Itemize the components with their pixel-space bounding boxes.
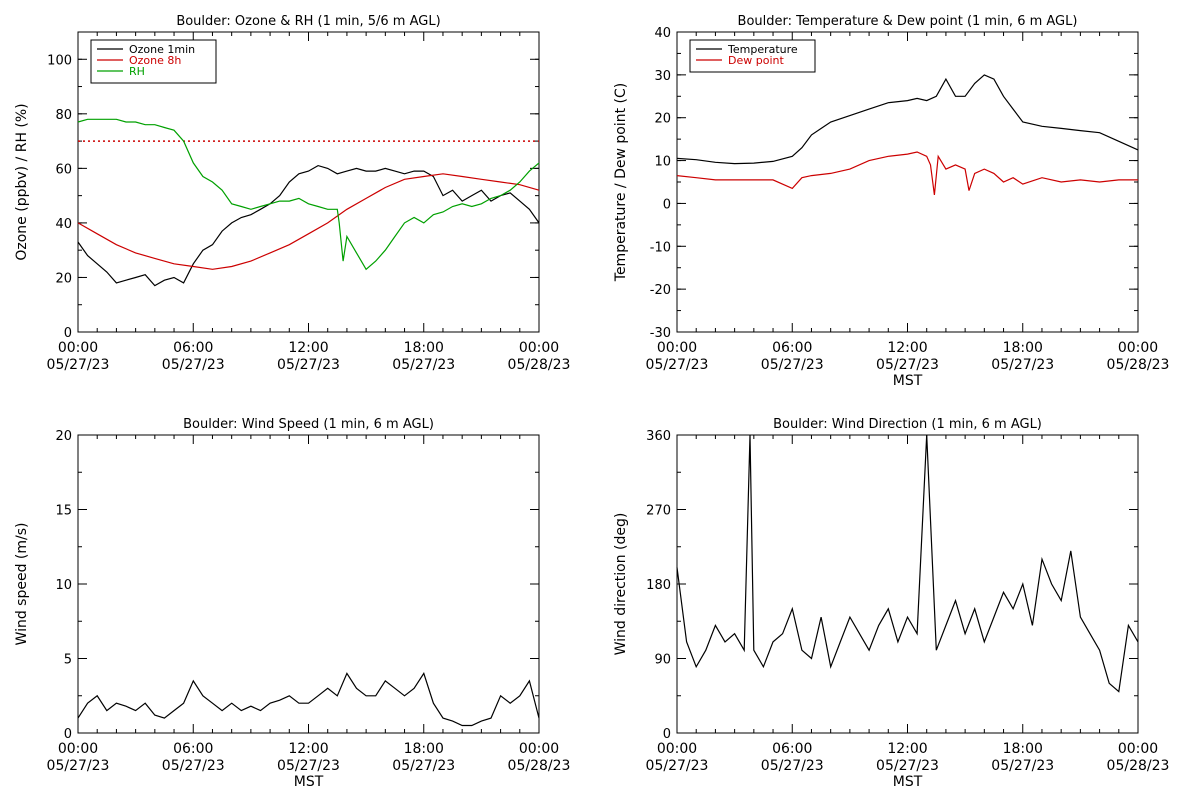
chart-title: Boulder: Ozone & RH (1 min, 5/6 m AGL) [176, 14, 440, 29]
x-tick-label-date: 05/28/23 [508, 357, 571, 373]
x-tick-label-date: 05/28/23 [1107, 758, 1170, 774]
x-tick-label-time: 00:00 [58, 741, 98, 757]
x-tick-label-date: 05/28/23 [508, 758, 571, 774]
y-tick-label: 180 [646, 578, 671, 593]
x-tick-label-date: 05/27/23 [392, 758, 455, 774]
y-tick-label: 0 [663, 727, 671, 742]
x-tick-label-date: 05/27/23 [162, 758, 225, 774]
x-tick-label-time: 00:00 [1118, 340, 1158, 356]
series-line-1 [77, 164, 540, 287]
y-tick-label: 60 [55, 162, 72, 177]
chart-panel-4: Boulder: Wind Direction (1 min, 6 m AGL)… [613, 417, 1169, 790]
plot-frame [77, 434, 540, 734]
x-tick-label-time: 18:00 [404, 741, 444, 757]
x-tick-label-time: 06:00 [772, 741, 812, 757]
y-tick-label: 5 [64, 653, 72, 668]
y-tick-label: 80 [55, 108, 72, 123]
x-tick-label-time: 00:00 [1118, 741, 1158, 757]
x-tick-label-time: 06:00 [772, 340, 812, 356]
y-tick-label: 360 [646, 429, 671, 444]
x-tick-label-time: 00:00 [657, 741, 697, 757]
series-line-1 [676, 74, 1139, 165]
x-tick-label-time: 00:00 [519, 340, 559, 356]
chart-panel-3: Boulder: Wind Speed (1 min, 6 m AGL) 0 5 10… [14, 417, 570, 790]
x-tick-label-time: 12:00 [288, 340, 328, 356]
x-tick-label-date: 05/27/23 [761, 357, 824, 373]
y-tick-label: 0 [64, 326, 72, 341]
y-tick-label: 90 [654, 653, 671, 668]
y-tick-label: -30 [650, 326, 671, 341]
y-tick-label: 40 [55, 217, 72, 232]
y-tick-label: -10 [650, 240, 671, 255]
y-tick-label: 20 [55, 271, 72, 286]
y-axis-label: Ozone (ppbv) / RH (%) [14, 103, 30, 260]
x-tick-label-date: 05/27/23 [392, 357, 455, 373]
x-tick-label-time: 00:00 [519, 741, 559, 757]
x-tick-label-time: 00:00 [58, 340, 98, 356]
x-tick-label-date: 05/27/23 [876, 758, 939, 774]
chart-title: Boulder: Temperature & Dew point (1 min,… [738, 14, 1078, 29]
y-tick-label: 0 [64, 727, 72, 742]
x-tick-label-time: 12:00 [887, 741, 927, 757]
y-axis-label: Wind direction (deg) [613, 513, 629, 656]
series-line-2 [77, 173, 540, 270]
y-tick-label: 40 [654, 26, 671, 41]
legend-entry: Temperature [727, 43, 798, 56]
x-tick-label-date: 05/27/23 [277, 357, 340, 373]
chart-panel-1: Boulder: Ozone & RH (1 min, 5/6 m AGL) 0 2… [14, 14, 570, 373]
y-tick-label: -20 [650, 283, 671, 298]
legend-entry: RH [129, 65, 145, 78]
chart-title: Boulder: Wind Speed (1 min, 6 m AGL) [183, 417, 434, 432]
x-tick-label-date: 05/27/23 [47, 758, 110, 774]
series-line-1 [676, 434, 1139, 693]
legend-box [90, 39, 217, 84]
series-line-1 [77, 672, 540, 727]
x-tick-label-date: 05/27/23 [876, 357, 939, 373]
y-tick-label: 0 [663, 197, 671, 212]
x-tick-label-date: 05/27/23 [646, 357, 709, 373]
x-tick-label-date: 05/27/23 [991, 357, 1054, 373]
series-line-2 [676, 151, 1138, 195]
chart-title: Boulder: Wind Direction (1 min, 6 m AGL) [773, 417, 1042, 432]
y-tick-label: 15 [55, 504, 72, 519]
x-tick-label-time: 12:00 [288, 741, 328, 757]
y-tick-label: 100 [47, 53, 72, 68]
y-axis-label: Wind speed (m/s) [14, 523, 30, 646]
y-tick-label: 20 [55, 429, 72, 444]
plot-frame [676, 31, 1139, 333]
x-tick-label-time: 18:00 [404, 340, 444, 356]
x-axis-label: MST [294, 774, 324, 790]
y-tick-label: 270 [646, 504, 671, 519]
legend-box [689, 39, 816, 73]
x-tick-label-time: 00:00 [657, 340, 697, 356]
x-axis-label: MST [893, 373, 923, 389]
legend-entry: Dew point [728, 54, 784, 67]
y-tick-label: 30 [654, 69, 671, 84]
chart-panel-2: Boulder: Temperature & Dew point (1 min,… [613, 14, 1169, 389]
x-tick-label-date: 05/27/23 [162, 357, 225, 373]
x-axis-label: MST [893, 774, 923, 790]
x-tick-label-date: 05/27/23 [646, 758, 709, 774]
y-axis-label: Temperature / Dew point (C) [613, 83, 629, 282]
legend-entry: Ozone 1min [129, 43, 195, 56]
x-tick-label-date: 05/27/23 [47, 357, 110, 373]
legend-entry: Ozone 8h [129, 54, 181, 67]
y-tick-label: 10 [55, 578, 72, 593]
x-tick-label-date: 05/27/23 [761, 758, 824, 774]
y-tick-label: 10 [654, 155, 671, 170]
x-tick-label-time: 18:00 [1003, 340, 1043, 356]
x-tick-label-time: 12:00 [887, 340, 927, 356]
y-tick-label: 20 [654, 112, 671, 127]
x-tick-label-date: 05/27/23 [991, 758, 1054, 774]
x-tick-label-date: 05/28/23 [1107, 357, 1170, 373]
series-line-3 [77, 118, 540, 271]
x-tick-label-time: 18:00 [1003, 741, 1043, 757]
x-tick-label-date: 05/27/23 [277, 758, 340, 774]
x-tick-label-time: 06:00 [173, 741, 213, 757]
x-tick-label-time: 06:00 [173, 340, 213, 356]
